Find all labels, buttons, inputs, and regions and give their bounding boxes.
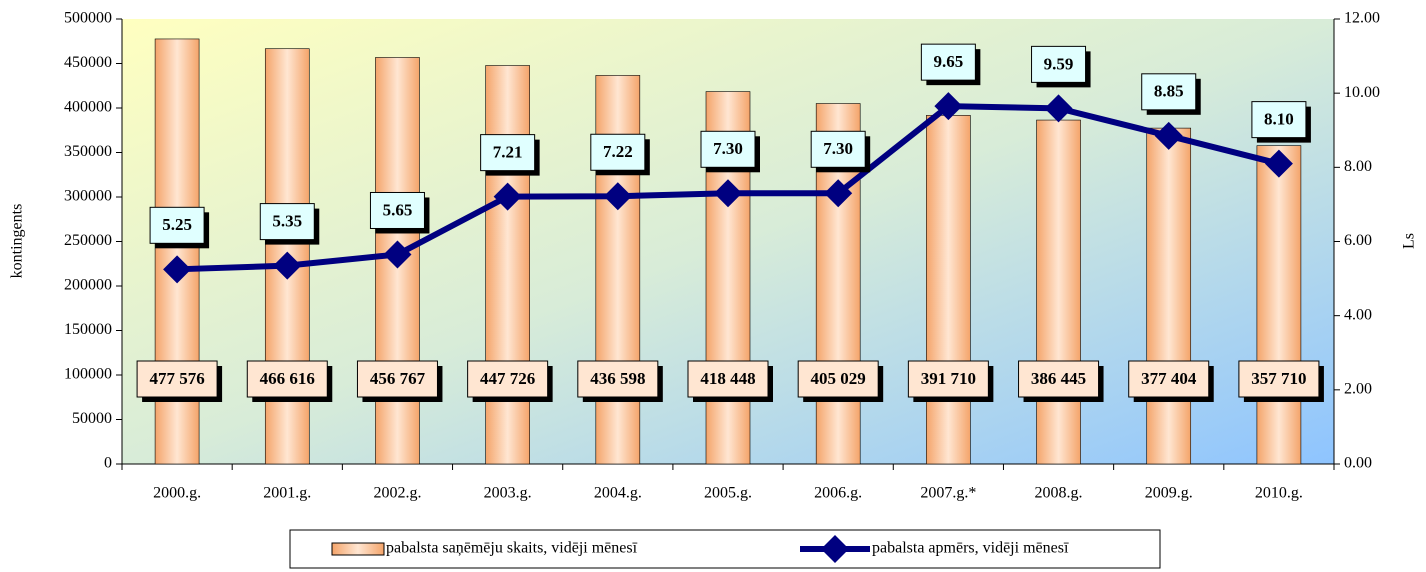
- y2-tick-label: 0.00: [1344, 455, 1372, 472]
- marker: [1154, 121, 1183, 150]
- bar-value-label: 466 616: [260, 369, 315, 388]
- marker: [163, 255, 192, 284]
- x-tick-label: 2003.g.: [484, 485, 532, 502]
- line-value-label-box: [700, 130, 756, 168]
- line-value-label: 9.59: [1044, 54, 1074, 73]
- line-value-label-box: [920, 43, 976, 81]
- legend-label: pabalsta apmērs, vidēji mēnesī: [872, 540, 1069, 557]
- line-value-label: 8.10: [1264, 110, 1294, 129]
- line-value-label-box: [1251, 101, 1307, 139]
- line-value-label-box: [590, 133, 646, 171]
- x-tick-label: 2001.g.: [263, 485, 311, 502]
- bar-value-label: 391 710: [921, 369, 976, 388]
- y2-tick-label: 6.00: [1344, 232, 1372, 249]
- line-value-label: 9.65: [933, 52, 963, 71]
- y-tick-label: 200000: [64, 277, 112, 294]
- marker: [934, 92, 963, 121]
- x-tick-label: 2006.g.: [814, 485, 862, 502]
- bar: [926, 115, 971, 465]
- y-tick-label: 0: [104, 455, 112, 472]
- marker: [714, 179, 742, 208]
- line-value-label-box: [369, 191, 425, 229]
- x-tick-label: 2002.g.: [373, 485, 421, 502]
- line-value-label-box: [1031, 45, 1087, 83]
- legend-marker: [821, 535, 849, 563]
- y2-axis-label: Ls: [1401, 233, 1418, 249]
- line-value-label: 7.30: [713, 139, 743, 158]
- x-tick-label: 2008.g.: [1035, 485, 1083, 502]
- bar-value-label: 456 767: [370, 369, 426, 388]
- legend: [289, 529, 1161, 569]
- y-tick-label: 500000: [64, 10, 112, 27]
- bar-value-label: 447 726: [480, 369, 535, 388]
- marker: [824, 179, 853, 208]
- y-tick-label: 50000: [72, 410, 112, 427]
- bar: [595, 75, 641, 465]
- y2-tick-label: 12.00: [1344, 10, 1380, 27]
- y2-tick-label: 10.00: [1344, 84, 1380, 101]
- bar-value-label-box: [1018, 360, 1100, 398]
- marker: [273, 251, 302, 280]
- bar-value-label-box: [687, 360, 769, 398]
- x-tick-label: 2000.g.: [153, 485, 201, 502]
- y2-tick-label: 8.00: [1344, 158, 1372, 175]
- y-tick-label: 150000: [64, 321, 112, 338]
- bar: [485, 65, 530, 465]
- bar-value-label-box: [577, 360, 659, 398]
- bar-value-label: 436 598: [590, 369, 645, 388]
- bar: [1036, 119, 1081, 465]
- bar: [1146, 127, 1192, 465]
- legend-swatch: [331, 542, 385, 556]
- line-value-label: 8.85: [1154, 82, 1184, 101]
- y-tick-label: 400000: [64, 99, 112, 116]
- marker: [493, 182, 522, 211]
- bar-value-label-box: [1238, 360, 1320, 398]
- y-tick-label: 350000: [64, 143, 112, 160]
- line-value-label: 5.35: [272, 212, 302, 231]
- y-tick-label: 250000: [64, 232, 112, 249]
- x-tick-label: 2009.g.: [1145, 485, 1193, 502]
- bar-value-label-box: [246, 360, 328, 398]
- x-tick-label: 2010.g.: [1255, 485, 1303, 502]
- bar-value-label-box: [797, 360, 879, 398]
- marker: [1044, 94, 1073, 123]
- line-value-label-box: [810, 130, 866, 168]
- y-axis-label: kontingents: [9, 204, 26, 279]
- legend-label: pabalsta saņēmēju skaits, vidēji mēnesī: [386, 540, 638, 557]
- y2-tick-label: 2.00: [1344, 381, 1372, 398]
- line-value-label-box: [259, 203, 315, 241]
- x-tick-label: 2004.g.: [594, 485, 642, 502]
- y-tick-label: 100000: [64, 366, 112, 383]
- marker: [603, 182, 632, 211]
- bar-value-label-box: [1128, 360, 1210, 398]
- bar-value-label: 418 448: [700, 369, 755, 388]
- x-tick-label: 2007.g.*: [920, 485, 976, 502]
- x-tick-label: 2005.g.: [704, 485, 752, 502]
- bar-value-label: 377 404: [1141, 369, 1197, 388]
- y-tick-label: 300000: [64, 188, 112, 205]
- bar-value-label-box: [467, 360, 549, 398]
- y2-tick-label: 4.00: [1344, 306, 1372, 323]
- line-value-label: 7.21: [493, 143, 523, 162]
- line-value-label: 7.30: [823, 139, 853, 158]
- y-tick-label: 450000: [64, 54, 112, 71]
- marker: [1264, 149, 1293, 178]
- marker: [383, 240, 412, 269]
- line-value-label: 5.25: [162, 215, 192, 234]
- line-value-label-box: [480, 134, 536, 172]
- line-value-label-box: [1141, 73, 1197, 111]
- bar-value-label: 405 029: [811, 369, 866, 388]
- line-value-label: 5.65: [383, 200, 413, 219]
- bar-value-label-box: [136, 360, 218, 398]
- line-value-label-box: [149, 206, 205, 244]
- line-value-label: 7.22: [603, 142, 633, 161]
- bar-value-label-box: [907, 360, 989, 398]
- bar-value-label-box: [356, 360, 438, 398]
- bar-value-label: 357 710: [1251, 369, 1306, 388]
- bar: [1256, 145, 1302, 465]
- bar-value-label: 386 445: [1031, 369, 1086, 388]
- bar-value-label: 477 576: [149, 369, 204, 388]
